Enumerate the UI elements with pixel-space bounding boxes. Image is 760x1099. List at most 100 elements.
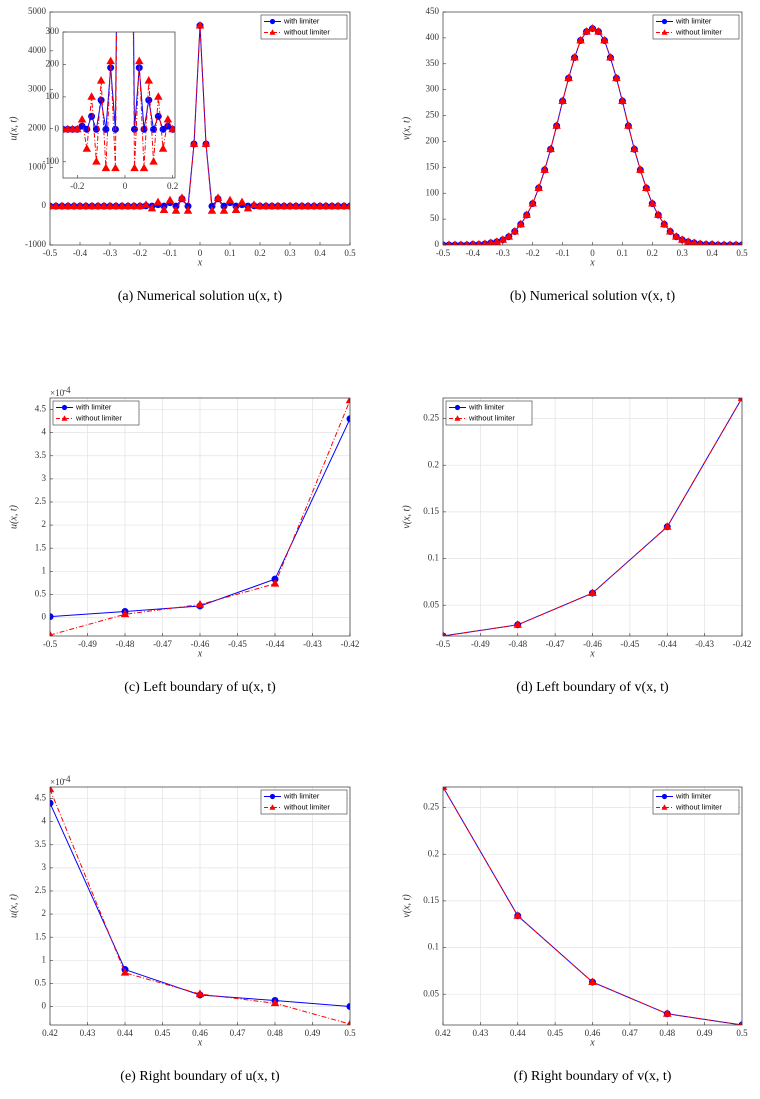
- marker: [636, 165, 645, 173]
- marker: [177, 193, 187, 201]
- legend-marker: [661, 29, 668, 35]
- x-tick-label: 0.4: [314, 248, 326, 258]
- y-tick-label: 100: [426, 187, 440, 197]
- x-axis-label: x: [197, 1037, 203, 1048]
- marker: [75, 201, 85, 210]
- legend-box: [52, 400, 140, 426]
- marker: [443, 787, 448, 790]
- x-tick-label: -0.42: [341, 639, 360, 649]
- y-tick-label: 3: [42, 862, 47, 872]
- y-tick-label: 0.25: [423, 802, 439, 812]
- marker: [261, 201, 271, 210]
- marker: [171, 206, 181, 214]
- y-tick-label: 300: [46, 26, 60, 36]
- marker: [733, 240, 739, 245]
- x-tick-label: 0.47: [230, 1028, 246, 1038]
- x-tick-label: 0: [198, 248, 203, 258]
- marker: [665, 226, 675, 235]
- marker: [552, 121, 561, 129]
- inset-background: [63, 32, 175, 178]
- y-axis-label: v(x, t): [401, 116, 412, 140]
- marker: [159, 205, 169, 213]
- y-tick-label: 2.5: [35, 496, 47, 506]
- y-tick-label: 0.5: [35, 977, 47, 987]
- marker: [50, 201, 55, 210]
- marker: [345, 201, 350, 210]
- legend-label: with limiter: [468, 402, 505, 411]
- marker: [73, 124, 82, 133]
- x-tick-label: -0.5: [43, 248, 58, 258]
- x-tick-label: -0.46: [191, 639, 210, 649]
- y-multiplier: ×10: [50, 777, 65, 787]
- marker: [582, 27, 591, 35]
- marker: [588, 588, 597, 596]
- series-group: [50, 20, 350, 214]
- series-group: [50, 787, 350, 1025]
- marker: [270, 579, 280, 587]
- marker: [195, 599, 205, 608]
- marker: [225, 195, 235, 204]
- caption: (b) Numerical solution v(x, t): [510, 289, 676, 304]
- marker: [213, 193, 223, 201]
- x-tick-label: 0.1: [617, 248, 628, 258]
- plot-background: [443, 12, 742, 245]
- marker: [346, 415, 350, 423]
- legend-label: without limiter: [75, 413, 122, 422]
- marker: [321, 201, 331, 210]
- marker: [63, 124, 68, 133]
- y-tick-label: 450: [426, 6, 440, 16]
- legend-label: without limiter: [675, 802, 722, 811]
- marker: [101, 163, 111, 172]
- axes-frame: [49, 11, 351, 246]
- x-tick-label: -0.48: [116, 639, 135, 649]
- marker: [69, 201, 79, 210]
- legend-label: without limiter: [283, 27, 330, 36]
- marker: [255, 201, 265, 210]
- marker: [77, 114, 87, 123]
- marker: [50, 799, 54, 807]
- marker: [123, 201, 133, 210]
- x-tick-label: 0.43: [473, 1028, 489, 1038]
- marker: [662, 1009, 672, 1017]
- marker: [739, 1020, 742, 1025]
- x-tick-label: -0.5: [43, 639, 58, 649]
- legend-label: without limiter: [283, 802, 330, 811]
- axes-frame: [442, 11, 743, 246]
- x-tick-label: 0: [590, 248, 595, 258]
- marker: [51, 201, 61, 210]
- series-group: [443, 787, 742, 1025]
- x-tick-label: 0.44: [510, 1028, 526, 1038]
- y-axis-label: u(x, t): [8, 504, 19, 529]
- y-tick-label: 4.5: [35, 793, 47, 803]
- legend-marker: [269, 793, 276, 800]
- marker: [576, 35, 585, 44]
- legend-marker: [61, 415, 68, 421]
- x-tick-label: 0.3: [677, 248, 689, 258]
- marker: [671, 232, 681, 240]
- legend-label: with limiter: [675, 791, 712, 800]
- marker: [219, 206, 229, 214]
- x-axis-label: x: [197, 257, 203, 268]
- x-tick-label: 0.46: [585, 1028, 601, 1038]
- marker: [92, 157, 101, 165]
- y-exponent: -4: [63, 385, 71, 395]
- marker: [309, 201, 319, 210]
- marker: [458, 240, 464, 245]
- marker: [703, 239, 710, 245]
- legend-marker: [269, 29, 276, 35]
- y-multiplier: ×10: [50, 388, 65, 398]
- y-tick-label: 1: [42, 954, 47, 964]
- marker: [588, 977, 597, 985]
- x-tick-label: -0.49: [78, 639, 97, 649]
- marker: [134, 56, 144, 65]
- x-tick-label: -0.2: [526, 248, 540, 258]
- marker: [464, 240, 470, 245]
- marker: [145, 96, 153, 104]
- x-tick-label: -0.5: [436, 248, 451, 258]
- x-tick-label: -0.4: [73, 248, 88, 258]
- marker: [106, 56, 115, 65]
- series-group: [50, 398, 350, 636]
- marker: [516, 219, 525, 228]
- marker: [443, 631, 446, 636]
- x-axis-label: x: [589, 1037, 595, 1048]
